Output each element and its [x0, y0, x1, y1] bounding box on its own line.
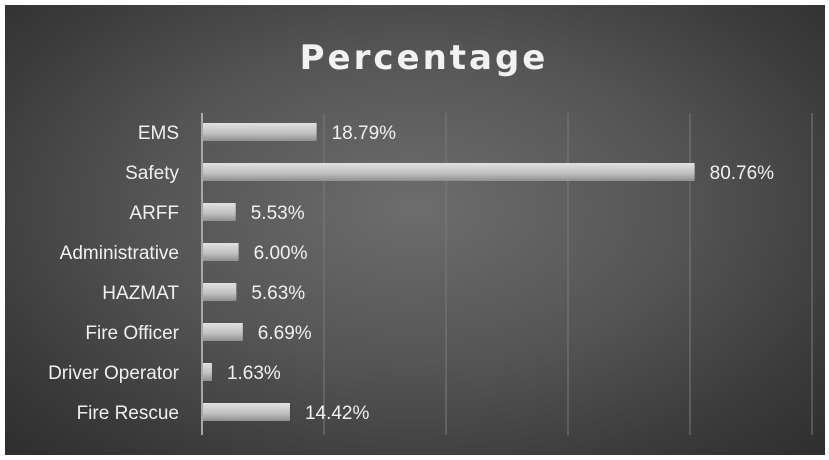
category-label: Driver Operator — [48, 363, 180, 384]
data-label: 6.00% — [254, 243, 308, 264]
category-label: Fire Rescue — [77, 403, 179, 424]
labels: EMS 18.79% Safety 80.76% ARFF 5.53% Administra… — [48, 123, 774, 424]
bar — [203, 123, 317, 141]
category-label: Safety — [125, 163, 179, 184]
bar — [203, 283, 237, 301]
data-label: 18.79% — [332, 123, 397, 144]
bar — [203, 163, 695, 181]
chart-title: Percentage — [300, 38, 549, 78]
bar — [203, 243, 239, 261]
bar — [203, 203, 236, 221]
category-label: HAZMAT — [102, 283, 179, 304]
chart-frame: Percentage EMS 18.79% Safety 80.76% ARFF 5.53… — [5, 5, 825, 455]
data-label: 14.42% — [305, 403, 370, 424]
bar — [203, 403, 290, 421]
bar — [203, 363, 212, 381]
category-label: EMS — [138, 123, 179, 144]
data-label: 80.76% — [710, 163, 775, 184]
bar — [203, 323, 243, 341]
data-label: 5.63% — [251, 283, 305, 304]
category-label: ARFF — [129, 203, 179, 224]
data-label: 6.69% — [258, 323, 312, 344]
category-label: Administrative — [60, 243, 179, 264]
grid-lines — [201, 113, 813, 435]
category-label: Fire Officer — [85, 323, 179, 344]
bar-chart: Percentage EMS 18.79% Safety 80.76% ARFF 5.53… — [48, 38, 813, 435]
data-label: 5.53% — [251, 203, 305, 224]
bars — [203, 123, 695, 421]
data-label: 1.63% — [227, 363, 281, 384]
